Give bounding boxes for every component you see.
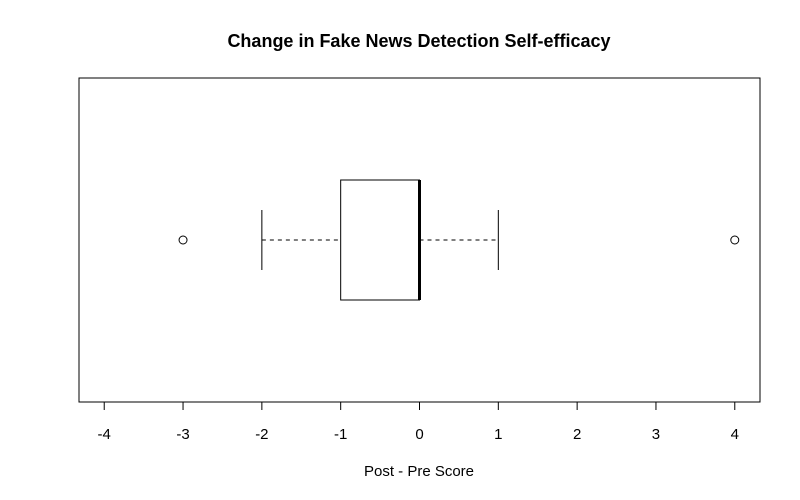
outlier-point xyxy=(730,235,740,245)
x-tick-label: -2 xyxy=(255,426,268,443)
outlier-point xyxy=(178,235,188,245)
x-tick-label: 1 xyxy=(494,426,502,443)
x-axis-label: Post - Pre Score xyxy=(364,463,474,480)
boxplot xyxy=(178,179,740,301)
box-iqr xyxy=(340,179,420,301)
x-tick-label: -1 xyxy=(334,426,347,443)
x-tick-label: -4 xyxy=(98,426,111,443)
x-tick-label: 2 xyxy=(573,426,581,443)
x-tick-label: 3 xyxy=(652,426,660,443)
x-tick-label: 4 xyxy=(731,426,739,443)
x-axis: -4 -3 -2 -1 0 1 2 3 4 xyxy=(98,401,739,443)
chart-title: Change in Fake News Detection Self-effic… xyxy=(227,31,610,51)
x-tick-label: 0 xyxy=(415,426,423,443)
x-tick-label: -3 xyxy=(176,426,189,443)
